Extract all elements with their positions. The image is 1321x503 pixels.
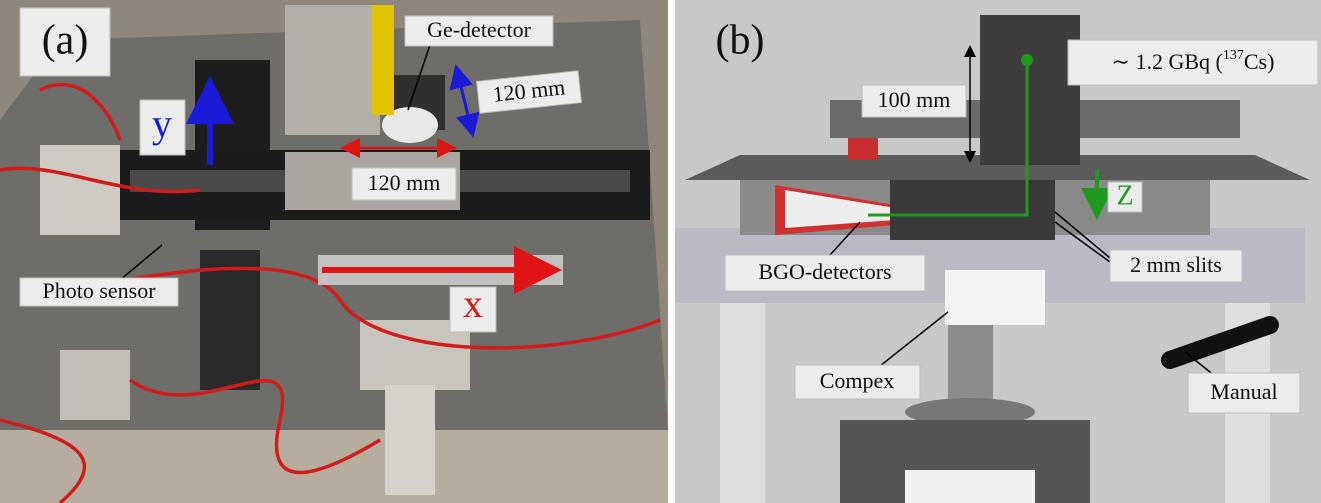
panel-label: (a) xyxy=(42,18,89,64)
leader-line xyxy=(407,44,431,111)
x-axis-label: x xyxy=(463,281,483,326)
leader-line xyxy=(119,244,163,281)
source-mass: 137 xyxy=(1223,48,1244,63)
leader-line xyxy=(829,221,861,256)
label-box xyxy=(404,15,554,47)
y-travel-arrow xyxy=(449,64,480,138)
upper-table xyxy=(685,155,1310,180)
label-box xyxy=(19,7,111,77)
base-plate xyxy=(905,470,1035,503)
compex-block xyxy=(945,270,1045,325)
manual-label: Manual xyxy=(1210,379,1277,404)
cable xyxy=(0,82,661,503)
label-box xyxy=(476,70,582,114)
label-box xyxy=(724,254,926,292)
source-label: ∼ 1.2 GBq (137Cs) xyxy=(1112,48,1275,74)
label-box xyxy=(351,167,457,201)
ge-detector-label: Ge-detector xyxy=(427,17,531,42)
y-axis-label: y xyxy=(152,101,172,146)
leader-line xyxy=(879,311,949,367)
label-box xyxy=(794,364,921,400)
label-box xyxy=(861,84,967,118)
label-box xyxy=(139,99,186,156)
z-axis-label: Z xyxy=(1116,180,1133,211)
connector xyxy=(60,350,130,420)
label-box xyxy=(449,286,497,333)
height-label: 100 mm xyxy=(878,87,951,112)
label-box xyxy=(1109,249,1243,283)
connector xyxy=(40,145,120,235)
x-travel-label: 120 mm xyxy=(368,170,441,195)
bgo-detector xyxy=(785,190,895,228)
label-box xyxy=(1107,181,1143,213)
photo-sensor-label: Photo sensor xyxy=(42,278,156,303)
floor xyxy=(0,430,668,503)
slits-label: 2 mm slits xyxy=(1130,252,1222,277)
bgo-label: BGO-detectors xyxy=(758,259,891,284)
source-container xyxy=(980,15,1080,165)
leader-line xyxy=(1184,351,1216,377)
panel-a: (a) Ge-detector 120 mm y 120 mm x Photo … xyxy=(0,0,668,503)
collimator xyxy=(890,180,1055,240)
beam-path xyxy=(868,60,1029,217)
ge-detector-head xyxy=(382,107,438,143)
leader-line xyxy=(1054,221,1111,263)
source-point xyxy=(1021,54,1033,66)
warning-label xyxy=(372,5,394,115)
cable-plug xyxy=(385,385,435,495)
source-prefix: ∼ 1.2 GBq ( xyxy=(1112,49,1223,74)
shield-cylinder xyxy=(285,5,380,135)
panel-b: (b) ∼ 1.2 GBq (137Cs) 100 mm Z BGO-detec… xyxy=(675,0,1321,503)
compex-label: Compex xyxy=(820,368,895,393)
clamp xyxy=(848,138,878,160)
label-box xyxy=(1187,372,1301,414)
disc xyxy=(905,398,1035,426)
leg xyxy=(720,300,765,503)
column xyxy=(948,325,993,405)
panel-label: (b) xyxy=(716,18,765,64)
label-box xyxy=(1067,39,1319,86)
leader-line xyxy=(1054,211,1111,259)
motor xyxy=(200,250,260,390)
source-suffix: Cs) xyxy=(1244,49,1275,74)
label-box xyxy=(19,277,179,307)
